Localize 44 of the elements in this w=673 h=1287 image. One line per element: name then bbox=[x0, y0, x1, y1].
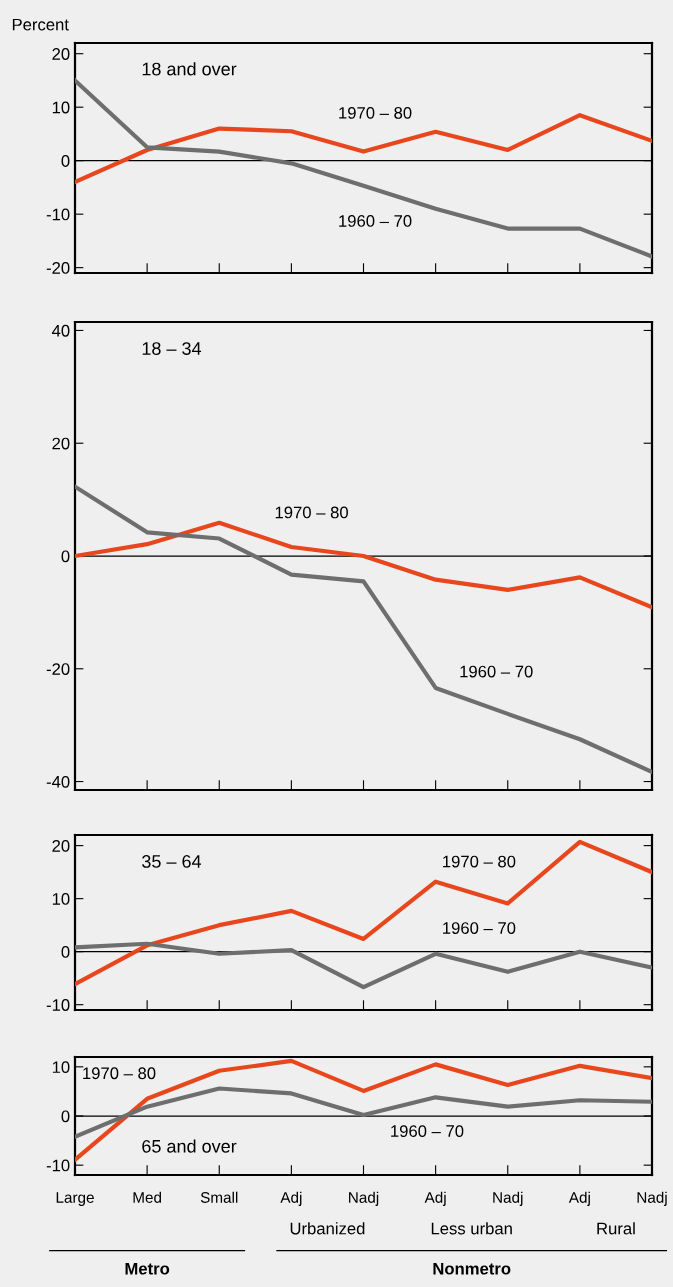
y-tick-label: -20 bbox=[46, 262, 70, 274]
series-label: 1960 – 70 bbox=[339, 215, 412, 227]
series-label: 1970 – 80 bbox=[275, 506, 348, 519]
y-tick-label: 20 bbox=[52, 48, 70, 60]
series-label: 1970 – 80 bbox=[443, 855, 516, 868]
y-tick-label: -40 bbox=[46, 775, 70, 788]
x-tick-label: Small bbox=[200, 1191, 238, 1203]
text: 35 – 64 bbox=[142, 855, 202, 868]
y-tick-label: 0 bbox=[61, 550, 70, 563]
y-tick-label: 0 bbox=[61, 1110, 70, 1123]
series-label: 1970 – 80 bbox=[339, 106, 412, 119]
x-tick-label: Adj bbox=[424, 1191, 446, 1206]
y-axis-title: Percent bbox=[12, 18, 69, 31]
series-label: 1960 – 70 bbox=[460, 665, 533, 678]
y-tick-label: 10 bbox=[52, 893, 70, 905]
text: 18 and over bbox=[142, 62, 237, 76]
series-label: 1960 – 70 bbox=[443, 922, 516, 934]
text: Urbanized bbox=[290, 1222, 365, 1235]
x-tick-label: Large bbox=[56, 1192, 94, 1206]
text: Less urban bbox=[431, 1222, 512, 1235]
y-tick-label: -10 bbox=[46, 208, 70, 221]
y-tick-label: 20 bbox=[52, 840, 70, 852]
x-tick-label: Nadj bbox=[349, 1191, 379, 1206]
y-tick-label: 10 bbox=[52, 1061, 70, 1074]
text: Rural bbox=[597, 1222, 635, 1235]
x-tick-label: Adj bbox=[280, 1191, 302, 1206]
text: Nonmetro bbox=[433, 1262, 511, 1275]
text: Metro bbox=[125, 1262, 170, 1275]
text: 18 – 34 bbox=[142, 342, 202, 355]
y-tick-label: 0 bbox=[61, 946, 70, 958]
x-tick-label: Nadj bbox=[637, 1191, 667, 1206]
y-tick-label: -10 bbox=[46, 1159, 70, 1172]
y-tick-label: 40 bbox=[51, 324, 70, 337]
text: 65 and over bbox=[142, 1139, 237, 1153]
series-label: 1960 – 70 bbox=[391, 1125, 464, 1137]
y-tick-label: -10 bbox=[46, 999, 70, 1011]
y-tick-label: 10 bbox=[52, 101, 70, 114]
x-tick-label: Med bbox=[133, 1191, 161, 1203]
x-tick-label: Adj bbox=[568, 1191, 590, 1206]
y-tick-label: 0 bbox=[61, 155, 70, 167]
y-tick-label: 20 bbox=[52, 437, 70, 450]
series-label: 1970 – 80 bbox=[83, 1067, 156, 1080]
x-tick-label: Nadj bbox=[493, 1191, 523, 1206]
y-tick-label: -20 bbox=[46, 663, 70, 675]
